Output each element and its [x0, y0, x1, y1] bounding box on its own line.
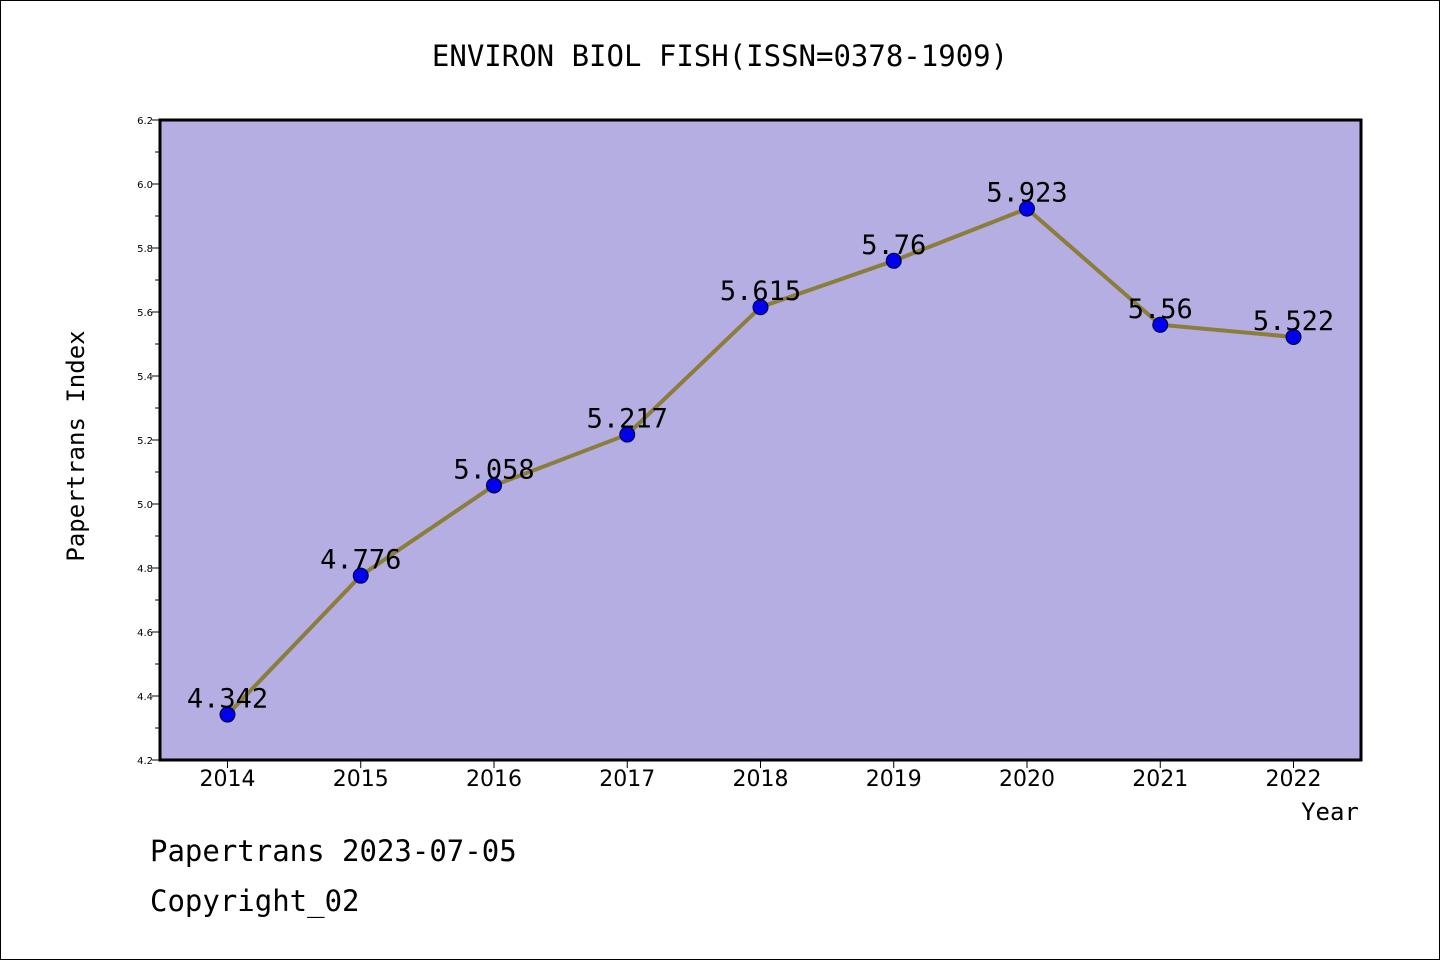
x-axis-label: Year	[1301, 798, 1359, 826]
x-tick-label: 2021	[1132, 767, 1188, 792]
data-point	[885, 252, 902, 269]
x-tick-label: 2014	[200, 767, 256, 792]
data-label: 4.342	[187, 684, 268, 715]
data-label: 5.217	[587, 404, 668, 435]
y-tick-label: 5.0	[137, 500, 153, 511]
y-axis-label: Papertrans Index	[62, 330, 90, 561]
x-tick-label: 2015	[333, 767, 389, 792]
x-tick-label: 2020	[999, 767, 1055, 792]
y-tick-label: 5.4	[137, 372, 153, 383]
data-point	[1285, 328, 1302, 345]
data-label: 5.76	[861, 230, 926, 261]
data-point	[619, 426, 636, 443]
data-point	[752, 299, 769, 316]
data-label: 5.522	[1253, 306, 1334, 337]
chart-title: ENVIRON BIOL FISH(ISSN=0378-1909)	[432, 39, 1008, 73]
data-point	[486, 477, 502, 494]
y-tick-label: 5.2	[137, 436, 153, 447]
y-axis: 4.2 4.4 4.6 4.8 5.0 5.2 5.4 5.6 5.8 6.0 6.2	[137, 116, 160, 767]
data-label: 5.923	[986, 178, 1067, 209]
y-tick-label: 6.2	[137, 116, 153, 127]
data-label: 5.058	[453, 454, 534, 485]
x-tick-label: 2019	[866, 767, 922, 792]
x-tick-label: 2017	[599, 767, 655, 792]
y-tick-label: 6.0	[137, 180, 153, 191]
y-tick-label: 5.8	[137, 244, 153, 255]
y-tick-label: 4.2	[137, 756, 153, 767]
footer-copyright: Copyright_02	[150, 884, 360, 918]
data-label: 5.615	[720, 276, 801, 307]
plot-area	[158, 118, 1363, 762]
data-label: 5.56	[1128, 294, 1193, 325]
data-series: 4.342 4.776 5.058 5.217 5.615 5.76 5.923 5.56 5.…	[187, 178, 1334, 723]
y-tick-label: 4.4	[137, 692, 153, 703]
data-point	[1152, 316, 1169, 333]
footer-date: Papertrans 2023-07-05	[150, 834, 517, 868]
x-tick-label: 2018	[733, 767, 789, 792]
data-point	[352, 567, 369, 584]
x-tick-label: 2022	[1266, 767, 1322, 792]
x-tick-label: 2016	[466, 767, 522, 792]
data-label: 4.776	[320, 545, 401, 576]
y-tick-label: 4.6	[137, 628, 153, 639]
data-point	[1019, 200, 1035, 217]
y-tick-label: 4.8	[137, 564, 153, 575]
y-tick-label: 5.6	[137, 308, 153, 319]
data-point	[219, 706, 236, 723]
x-axis: 2014 2015 2016 2017 2018 2019 2020 2021 2022	[200, 760, 1322, 792]
